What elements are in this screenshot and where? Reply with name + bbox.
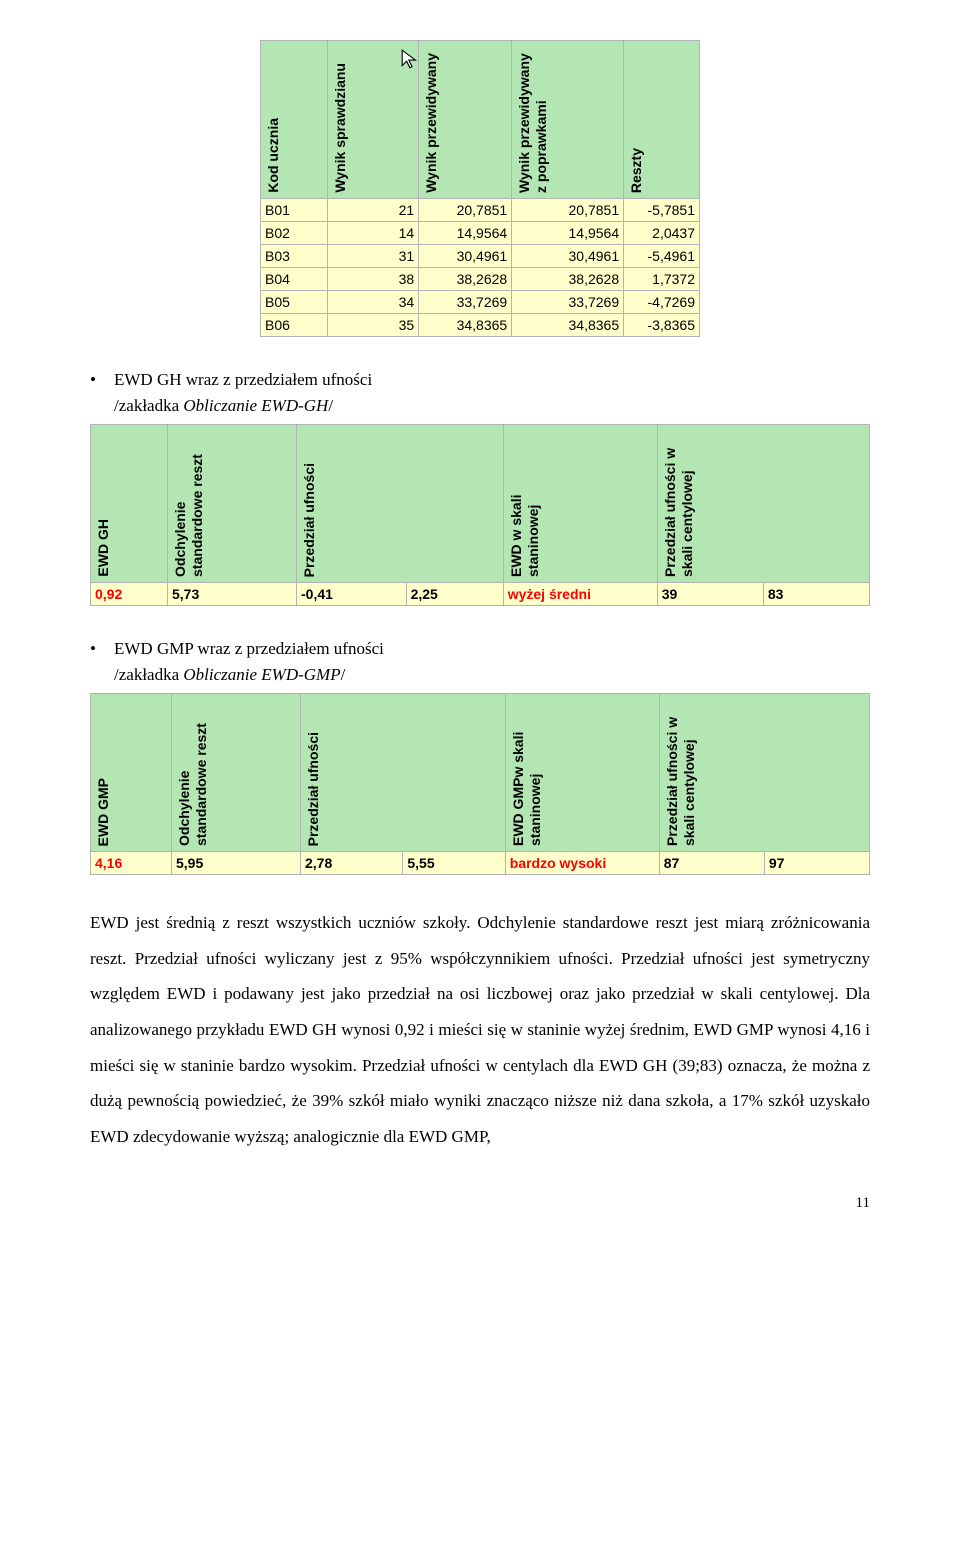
cell: 34,8365	[419, 314, 512, 337]
cell: B05	[261, 291, 328, 314]
cell: 1,7372	[624, 268, 700, 291]
data-table-ewd-gmp: EWD GMP Odchylenie standardowe reszt Prz…	[90, 693, 870, 875]
col-header: Przedział ufności w skali centylowej	[664, 696, 698, 846]
data-table-ewd-gh: EWD GH Odchylenie standardowe reszt Prze…	[90, 424, 870, 606]
cell: 4,16	[91, 852, 172, 875]
cell: B06	[261, 314, 328, 337]
cell: 31	[328, 245, 419, 268]
cell: 30,4961	[419, 245, 512, 268]
table-header-row: EWD GH Odchylenie standardowe reszt Prze…	[91, 425, 870, 583]
cell: 87	[659, 852, 764, 875]
table-row: B033130,496130,4961-5,4961	[261, 245, 700, 268]
body-paragraph: EWD jest średnią z reszt wszystkich uczn…	[90, 905, 870, 1155]
cell: 2,0437	[624, 222, 700, 245]
page-number: 11	[90, 1195, 870, 1212]
bullet-ewd-gh: •EWD GH wraz z przedziałem ufności /zakł…	[90, 367, 870, 418]
cell: 0,92	[91, 583, 168, 606]
table-header-row: EWD GMP Odchylenie standardowe reszt Prz…	[91, 694, 870, 852]
table-header-row: Kod ucznia Wynik sprawdzianu Wynik przew…	[261, 41, 700, 199]
cell: -5,4961	[624, 245, 700, 268]
cell: 33,7269	[512, 291, 624, 314]
cell: 39	[657, 583, 763, 606]
col-header: Przedział ufności	[305, 732, 322, 846]
cell: 30,4961	[512, 245, 624, 268]
cell: 2,25	[406, 583, 503, 606]
col-header: Wynik przewidywany	[423, 53, 440, 193]
col-header: Wynik sprawdzianu	[332, 63, 349, 193]
cell: wyżej średni	[503, 583, 657, 606]
table-row: B021414,956414,95642,0437	[261, 222, 700, 245]
col-header: EWD GMPw skali staninowej	[510, 696, 544, 846]
cell: 14,9564	[512, 222, 624, 245]
cell: 97	[764, 852, 869, 875]
col-header: EWD w skali staninowej	[508, 427, 542, 577]
bullet-sub-end: /	[328, 396, 333, 415]
col-header: EWD GH	[95, 519, 112, 577]
cell: 33,7269	[419, 291, 512, 314]
cell: 83	[763, 583, 869, 606]
bullet-text: EWD GMP wraz z przedziałem ufności	[114, 639, 384, 658]
table-row: 4,16 5,95 2,78 5,55 bardzo wysoki 87 97	[91, 852, 870, 875]
cell: 34,8365	[512, 314, 624, 337]
cell: 2,78	[301, 852, 403, 875]
cell: 21	[328, 199, 419, 222]
col-header: Odchylenie standardowe reszt	[176, 696, 210, 846]
bullet-sub-italic: Obliczanie EWD-GMP	[183, 665, 340, 684]
cell: B04	[261, 268, 328, 291]
cell: 38	[328, 268, 419, 291]
cell: B02	[261, 222, 328, 245]
cell: -5,7851	[624, 199, 700, 222]
table-row: B012120,785120,7851-5,7851	[261, 199, 700, 222]
cell: -0,41	[297, 583, 407, 606]
cell: 20,7851	[419, 199, 512, 222]
bullet-sub: /zakładka	[114, 665, 183, 684]
table-row: 0,92 5,73 -0,41 2,25 wyżej średni 39 83	[91, 583, 870, 606]
cell: 5,55	[403, 852, 505, 875]
col-header: Przedział ufności	[301, 463, 318, 577]
bullet-sub: /zakładka	[114, 396, 183, 415]
col-header: EWD GMP	[95, 778, 112, 846]
bullet-ewd-gmp: •EWD GMP wraz z przedziałem ufności /zak…	[90, 636, 870, 687]
cell: B03	[261, 245, 328, 268]
col-header: Wynik przewidywany z poprawkami	[516, 43, 550, 193]
cell: 14,9564	[419, 222, 512, 245]
cell: 34	[328, 291, 419, 314]
cell: 38,2628	[419, 268, 512, 291]
cell: 20,7851	[512, 199, 624, 222]
cell: -3,8365	[624, 314, 700, 337]
cell: -4,7269	[624, 291, 700, 314]
table-row: B043838,262838,26281,7372	[261, 268, 700, 291]
table-row: B063534,836534,8365-3,8365	[261, 314, 700, 337]
cell: 5,95	[172, 852, 301, 875]
bullet-text: EWD GH wraz z przedziałem ufności	[114, 370, 372, 389]
cell: bardzo wysoki	[505, 852, 659, 875]
cell: 5,73	[168, 583, 297, 606]
col-header: Odchylenie standardowe reszt	[172, 427, 206, 577]
cell: B01	[261, 199, 328, 222]
cell: 14	[328, 222, 419, 245]
bullet-sub-end: /	[341, 665, 346, 684]
col-header: Kod ucznia	[265, 118, 282, 193]
cell: 38,2628	[512, 268, 624, 291]
data-table-students: Kod ucznia Wynik sprawdzianu Wynik przew…	[260, 40, 700, 337]
bullet-sub-italic: Obliczanie EWD-GH	[183, 396, 328, 415]
table-row: B053433,726933,7269-4,7269	[261, 291, 700, 314]
cell: 35	[328, 314, 419, 337]
col-header: Przedział ufności w skali centylowej	[662, 427, 696, 577]
col-header: Reszty	[628, 148, 645, 193]
